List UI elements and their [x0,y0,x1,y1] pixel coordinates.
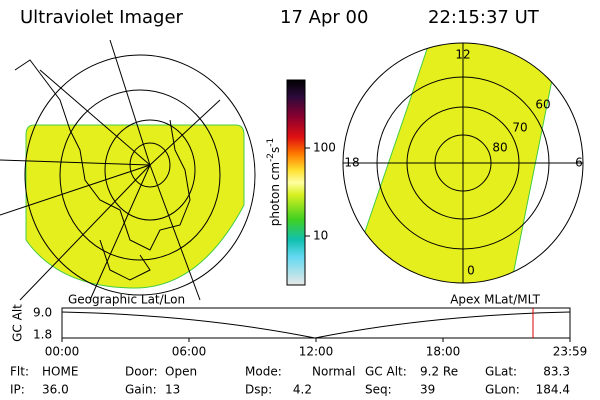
info-label: GC Alt: [365,365,407,379]
unit-exp: -1 [266,138,276,147]
mlt-label: 18 [344,156,359,170]
mlt-label: 6 [575,156,583,170]
colorbar-tick-label: 100 [313,141,336,155]
polar-plot [342,42,584,284]
mlt-label: 12 [455,48,470,62]
info-value: 184.4 [536,383,570,397]
info-label: Door: [125,365,158,379]
timeline-y-tick: 1.8 [33,328,52,342]
unit: photon cm [268,162,282,226]
info-value: 13 [165,383,180,397]
timeline-right-title: Apex MLat/MLT [450,293,540,307]
info-value: 4.2 [293,383,312,397]
info-label: Flt: [10,365,29,379]
info-label: Dsp: [245,383,272,397]
timeline-y-tick: 9.0 [33,306,52,320]
colorbar [286,79,306,286]
info-label: Seq: [365,383,392,397]
info-value: 36.0 [42,383,69,397]
x-tick-label: 00:00 [45,345,80,359]
info-value: HOME [42,365,78,379]
timeline-box [61,307,571,339]
geographic-map [0,39,256,301]
mlat-label: 80 [492,141,507,155]
info-value: 83.3 [543,365,570,379]
altitude-curve [61,311,571,339]
colorbar-tick-label: 10 [313,229,328,243]
x-tick-label: 06:00 [172,345,207,359]
info-label: GLon: [485,383,520,397]
timeline-y-label: GC Alt [11,304,25,342]
mlat-label: 60 [535,98,550,112]
x-tick-label: 12:00 [299,345,334,359]
x-tick-label: 23:59 [553,345,588,359]
info-value: 39 [420,383,435,397]
info-label: Gain: [125,383,157,397]
info-label: Mode: [245,365,282,379]
mlat-label: 70 [512,121,527,135]
mlt-label: 0 [467,264,475,278]
unit: s [268,147,282,153]
title: Ultraviolet Imager [20,7,184,28]
info-value: Normal [312,365,355,379]
info-value: 9.2 Re [420,365,458,379]
info-label: GLat: [485,365,517,379]
date: 17 Apr 00 [280,7,368,28]
timeline-left-title: Geographic Lat/Lon [68,293,185,307]
time: 22:15:37 UT [428,7,540,28]
colorbar-label: photon cm-2s-1 [266,138,282,227]
x-tick-label: 18:00 [426,345,461,359]
unit-exp: -2 [266,153,276,162]
info-label: IP: [10,383,25,397]
info-value: Open [165,365,197,379]
